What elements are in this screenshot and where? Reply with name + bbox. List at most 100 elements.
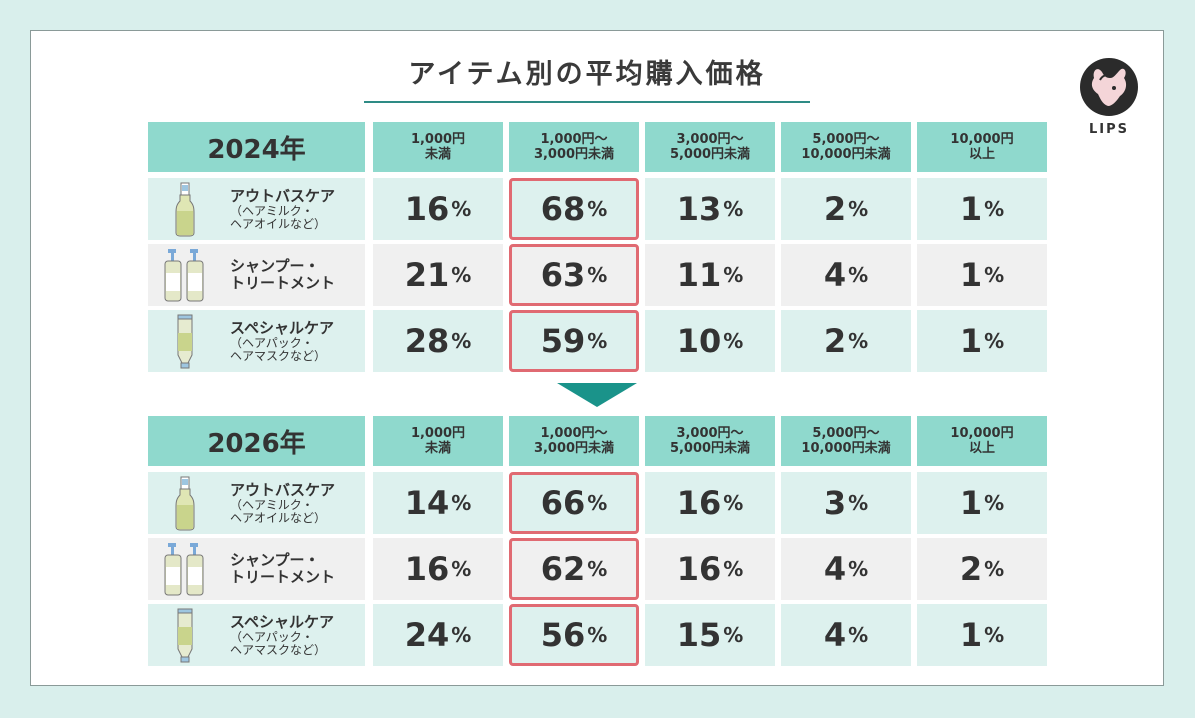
value-number: 1 [959,256,983,294]
percent-unit: % [984,623,1005,647]
value-number: 4 [823,550,847,588]
item-sub: （ヘアパック・ ヘアマスクなど） [230,629,327,657]
price-column-header: 1,000円 未満 [373,122,503,172]
percent-unit: % [723,263,744,287]
value-cell: 4% [781,604,911,666]
item-sub: （ヘアミルク・ ヘアオイルなど） [230,203,327,231]
value-cell: 59% [509,310,639,372]
value-cell: 13% [645,178,775,240]
value-cell: 16% [373,178,503,240]
value-cell: 15% [645,604,775,666]
price-column-header: 1,000円〜 3,000円未満 [509,416,639,466]
percent-unit: % [587,623,608,647]
value-number: 68 [540,190,586,228]
value-number: 56 [540,616,586,654]
percent-unit: % [848,623,869,647]
percent-unit: % [723,557,744,581]
value-number: 16 [676,484,722,522]
value-cell: 24% [373,604,503,666]
item-name: アウトバスケア [230,186,336,205]
item-name: シャンプー・ トリートメント [230,551,336,586]
price-column-header: 3,000円〜 5,000円未満 [645,122,775,172]
percent-unit: % [984,197,1005,221]
percent-unit: % [723,623,744,647]
value-cell: 4% [781,538,911,600]
percent-unit: % [587,329,608,353]
item-name: スペシャルケア [230,318,334,337]
value-cell: 63% [509,244,639,306]
item-label: シャンプー・ トリートメント [148,538,365,600]
value-number: 2 [823,322,847,360]
value-cell: 2% [917,538,1047,600]
title-underline [364,101,810,103]
value-number: 11 [676,256,722,294]
value-cell: 28% [373,310,503,372]
value-cell: 21% [373,244,503,306]
chart-title: アイテム別の平均購入価格 [408,59,766,90]
price-column-header: 5,000円〜 10,000円未満 [781,122,911,172]
percent-unit: % [451,197,472,221]
value-number: 4 [823,256,847,294]
percent-unit: % [451,329,472,353]
value-cell: 1% [917,472,1047,534]
value-number: 1 [959,484,983,522]
price-column-header: 1,000円〜 3,000円未満 [509,122,639,172]
percent-unit: % [587,557,608,581]
price-column-header: 10,000円 以上 [917,122,1047,172]
value-number: 16 [676,550,722,588]
percent-unit: % [451,491,472,515]
lips-logo-icon [1080,58,1138,116]
item-name: アウトバスケア [230,480,336,499]
value-number: 21 [404,256,450,294]
value-number: 24 [404,616,450,654]
year-header: 2026年 [148,416,365,466]
value-number: 15 [676,616,722,654]
shampoo-bottles-icon [162,541,208,597]
value-number: 2 [823,190,847,228]
price-column-header: 3,000円〜 5,000円未満 [645,416,775,466]
item-text: スペシャルケア （ヘアパック・ ヘアマスクなど） [230,612,334,657]
item-sub: （ヘアパック・ ヘアマスクなど） [230,335,327,363]
percent-unit: % [451,263,472,287]
percent-unit: % [723,197,744,221]
item-label: スペシャルケア （ヘアパック・ ヘアマスクなど） [148,604,365,666]
value-cell: 68% [509,178,639,240]
percent-unit: % [451,557,472,581]
shampoo-bottles-icon [162,247,208,303]
value-cell: 1% [917,310,1047,372]
item-label: スペシャルケア （ヘアパック・ ヘアマスクなど） [148,310,365,372]
percent-unit: % [984,491,1005,515]
value-number: 1 [959,190,983,228]
value-number: 10 [676,322,722,360]
year-header: 2024年 [148,122,365,172]
value-number: 1 [959,322,983,360]
value-cell: 66% [509,472,639,534]
value-number: 16 [404,550,450,588]
value-number: 28 [404,322,450,360]
item-name: スペシャルケア [230,612,334,631]
value-cell: 2% [781,178,911,240]
value-number: 16 [404,190,450,228]
hair-mask-tube-icon [162,313,208,369]
value-number: 63 [540,256,586,294]
percent-unit: % [848,197,869,221]
percent-unit: % [587,197,608,221]
value-number: 4 [823,616,847,654]
percent-unit: % [723,329,744,353]
item-text: アウトバスケア （ヘアミルク・ ヘアオイルなど） [230,480,336,525]
item-sub: （ヘアミルク・ ヘアオイルなど） [230,497,327,525]
value-cell: 16% [373,538,503,600]
value-number: 14 [404,484,450,522]
value-cell: 16% [645,472,775,534]
value-cell: 56% [509,604,639,666]
item-label: シャンプー・ トリートメント [148,244,365,306]
percent-unit: % [848,557,869,581]
value-number: 13 [676,190,722,228]
value-cell: 4% [781,244,911,306]
percent-unit: % [984,557,1005,581]
value-cell: 62% [509,538,639,600]
item-label: アウトバスケア （ヘアミルク・ ヘアオイルなど） [148,178,365,240]
hair-oil-bottle-icon [162,475,208,531]
value-cell: 16% [645,538,775,600]
percent-unit: % [984,329,1005,353]
